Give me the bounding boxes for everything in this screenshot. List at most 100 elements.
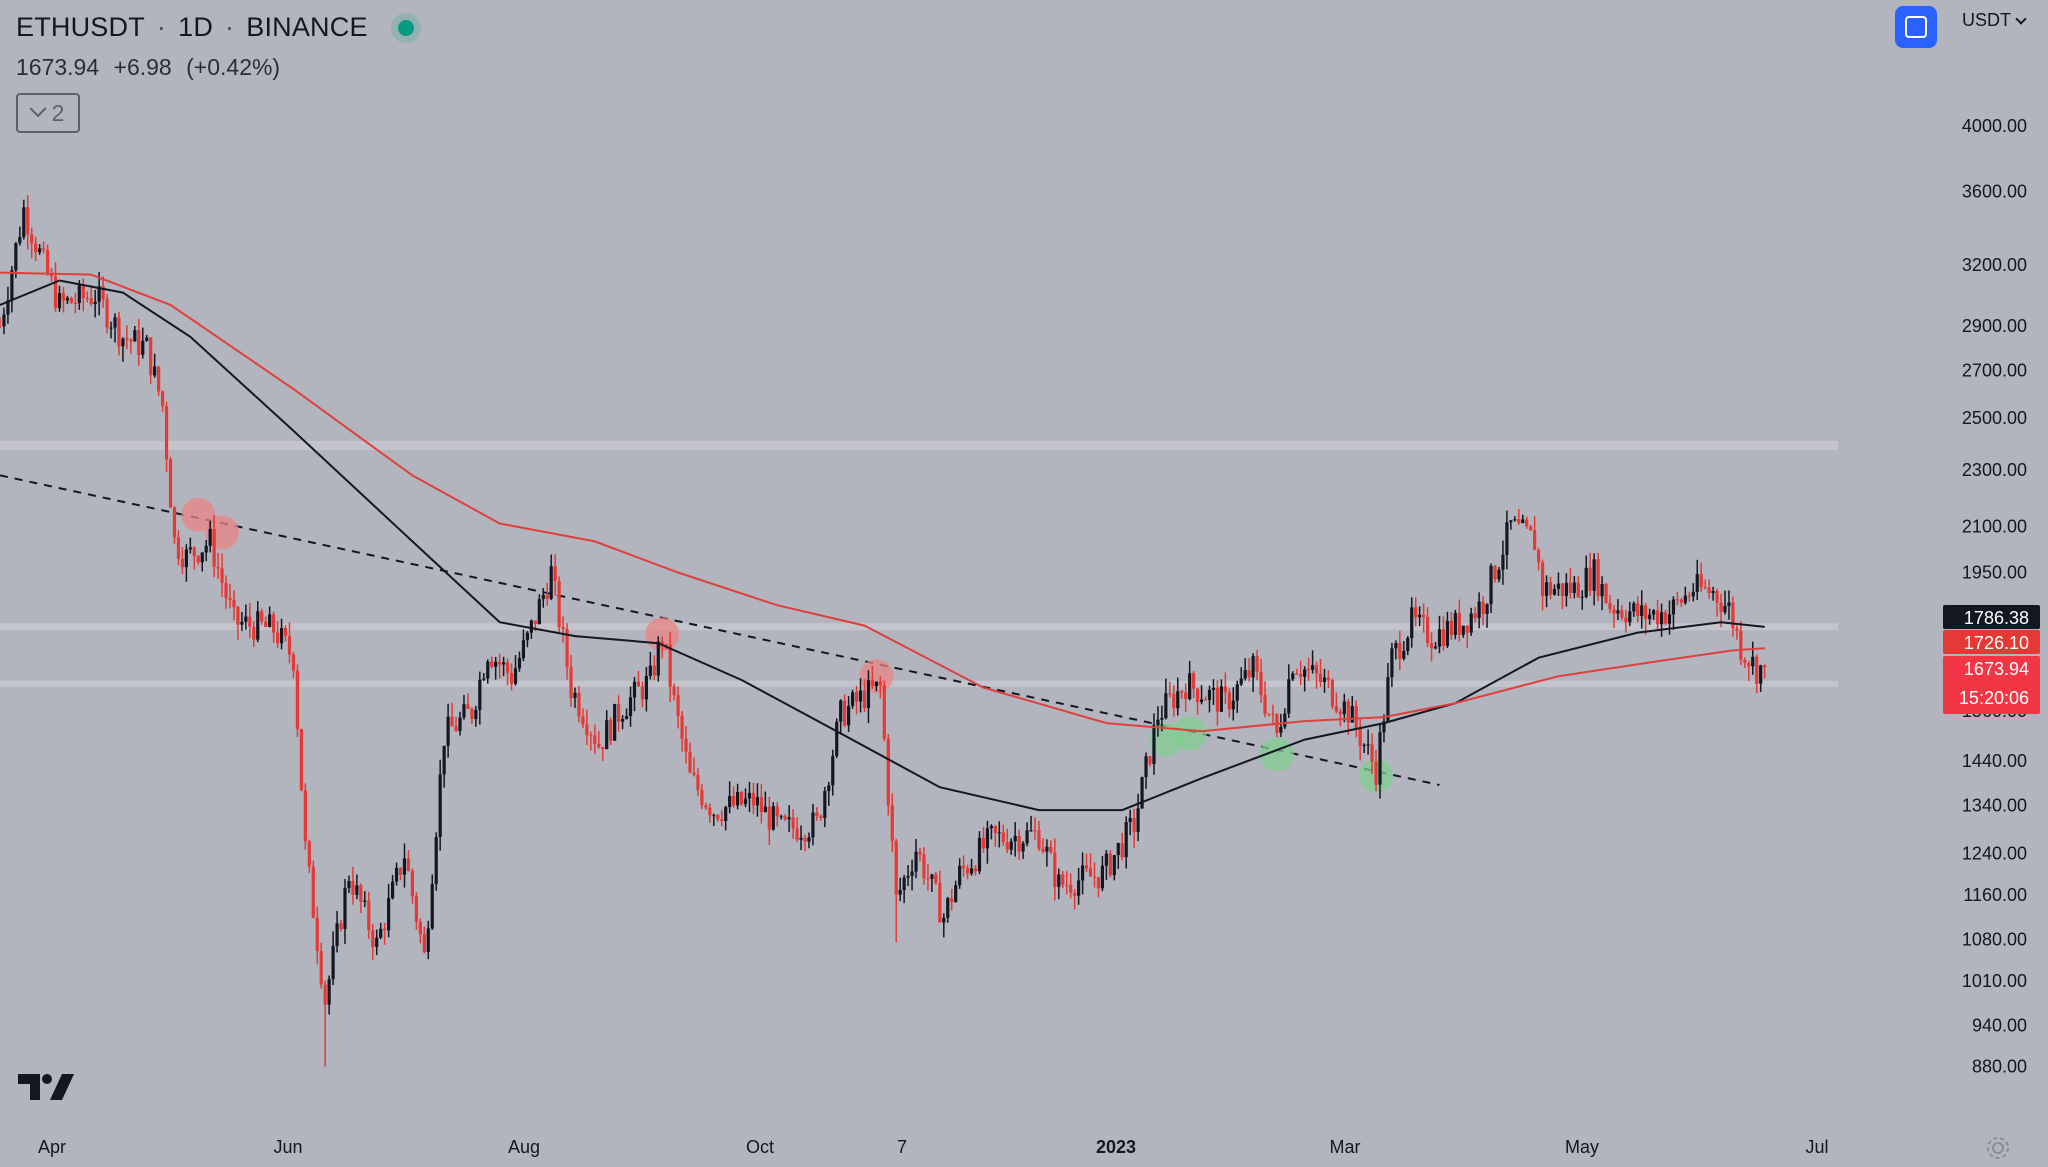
currency-selector[interactable]: USDT [1962, 10, 2027, 31]
up-candle [942, 913, 946, 938]
down-candle [509, 663, 514, 691]
up-candle [1342, 693, 1346, 723]
down-candle [454, 716, 458, 732]
candle-body [458, 717, 462, 731]
candle-body [1568, 582, 1572, 593]
up-candle [1695, 559, 1699, 600]
candle-body [652, 665, 656, 676]
up-candle [1378, 723, 1382, 799]
candle-body [692, 772, 696, 775]
down-candle [1449, 612, 1453, 640]
down-candle [1267, 713, 1271, 717]
candle-body [1707, 587, 1711, 594]
candle-body [1362, 744, 1366, 746]
candle-body [799, 837, 803, 840]
indicators-toggle-button[interactable]: 2 [16, 93, 80, 133]
down-candle [716, 814, 720, 822]
candle-body [1330, 680, 1335, 707]
down-candle [406, 850, 411, 872]
down-candle [803, 834, 807, 852]
symbol-name[interactable]: ETHUSDT [16, 12, 145, 42]
candle-body [1088, 868, 1093, 877]
candle-body [668, 644, 672, 687]
down-candle [1346, 698, 1350, 735]
candle-body [1533, 530, 1537, 551]
down-candle [739, 790, 744, 807]
candle-body [787, 817, 791, 820]
price-tick-label: 2100.00 [1962, 516, 2027, 536]
candle-body [30, 234, 34, 244]
candle-body [1501, 554, 1505, 570]
candle-body [462, 704, 466, 718]
down-candle [228, 583, 232, 609]
down-candle [561, 616, 565, 643]
down-candle [1263, 681, 1267, 718]
up-candle [910, 859, 914, 891]
candle-body [216, 566, 220, 569]
price-tick-label: 940.00 [1972, 1016, 2027, 1036]
candle-body [751, 792, 756, 806]
candle-body [581, 716, 585, 725]
up-candle [1648, 608, 1652, 625]
candle-body [680, 715, 684, 739]
time-tick-label: Mar [1330, 1137, 1361, 1157]
up-candle [605, 710, 609, 750]
down-candle [1223, 672, 1227, 705]
down-candle [157, 365, 161, 396]
down-candle [1588, 552, 1592, 596]
candle-body [1247, 670, 1251, 678]
down-candle [172, 506, 177, 544]
up-candle [1521, 514, 1525, 524]
fullscreen-button[interactable] [1895, 6, 1937, 48]
symbol-header[interactable]: ETHUSDT · 1D · BINANCE [16, 12, 414, 43]
price-tick-label: 2300.00 [1962, 460, 2027, 480]
candle-body [605, 720, 609, 750]
candle-body [1168, 693, 1172, 695]
up-candle [1489, 563, 1493, 614]
up-candle [375, 929, 379, 956]
candle-body [244, 616, 248, 622]
candle-body [1659, 612, 1664, 625]
up-candle [1469, 607, 1473, 636]
candle-body [1652, 610, 1656, 615]
up-candle [1584, 555, 1588, 599]
candle-body [1648, 614, 1652, 620]
down-candle [1735, 625, 1739, 640]
down-candle [1560, 583, 1565, 610]
down-candle [1540, 559, 1545, 611]
down-candle [1703, 579, 1707, 590]
down-candle [545, 582, 549, 606]
down-candle [1707, 579, 1711, 599]
candle-body [176, 537, 181, 559]
candle-body [1410, 607, 1414, 639]
interval-label[interactable]: 1D [178, 12, 214, 42]
candle-body [1719, 602, 1723, 613]
down-candle [1429, 632, 1434, 662]
up-candle [1211, 679, 1216, 706]
candle-body [1485, 604, 1489, 614]
down-candle [593, 724, 597, 754]
candle-body [815, 812, 819, 817]
candle-body [426, 928, 430, 952]
up-candle [549, 554, 553, 601]
down-candle [704, 802, 708, 810]
gear-icon[interactable] [1985, 1135, 2011, 1161]
up-candle [1176, 677, 1180, 716]
down-candle [1227, 688, 1231, 718]
candle-body [1188, 673, 1192, 700]
candle-body [367, 900, 371, 931]
down-candle [882, 680, 886, 742]
up-candle [823, 786, 827, 828]
candle-body [1580, 596, 1584, 598]
candle-body [1521, 519, 1525, 524]
down-candle [1096, 877, 1101, 898]
up-candle [65, 295, 70, 305]
candle-body [656, 641, 660, 676]
candle-body [783, 816, 787, 820]
up-candle [347, 875, 351, 894]
tradingview-logo-icon[interactable] [16, 1070, 78, 1104]
up-candle [1322, 668, 1327, 693]
candle-body [268, 614, 272, 627]
down-candle [137, 319, 141, 366]
